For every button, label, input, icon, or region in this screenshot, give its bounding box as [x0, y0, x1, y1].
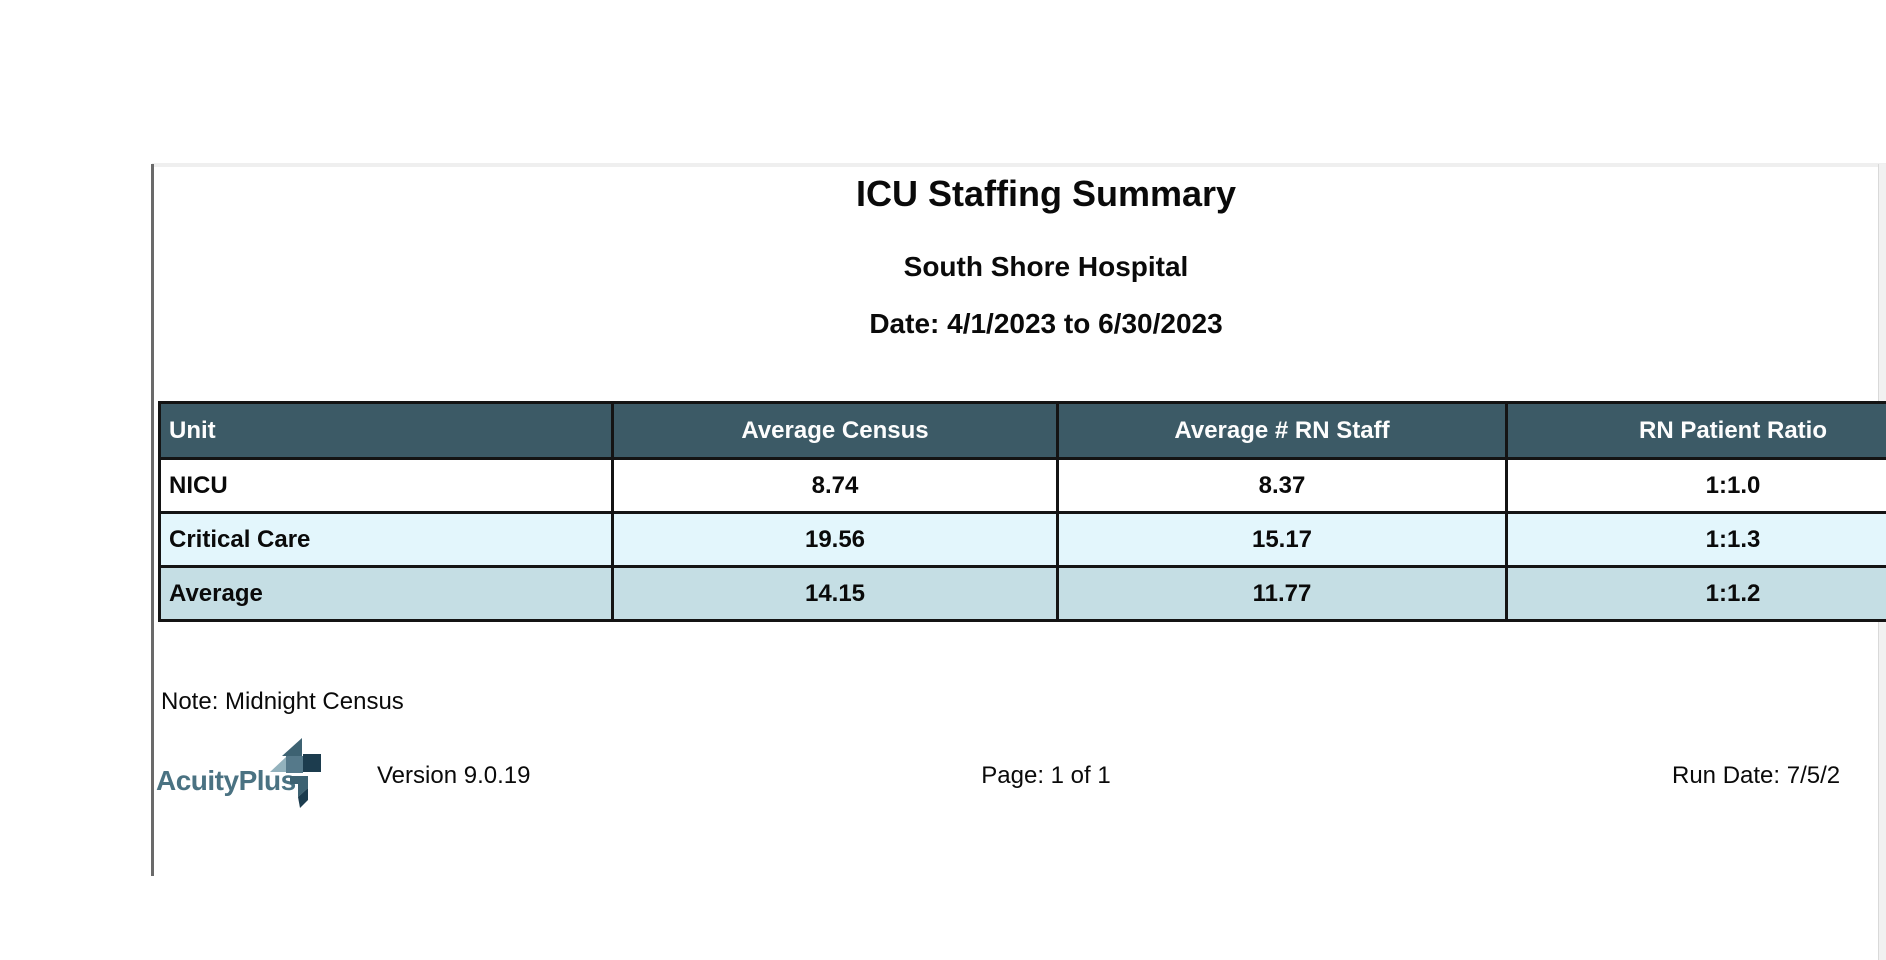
unit-cell: Critical Care: [158, 511, 614, 568]
staffing-summary-table: Unit Average Census Average # RN Staff R…: [158, 401, 1886, 622]
avg-census-cell: 8.74: [611, 457, 1059, 514]
footer-run-date: Run Date: 7/5/2: [1672, 762, 1841, 789]
footer-page-number: Page: 1 of 1: [981, 762, 1111, 789]
acuityplus-logo-icon: [270, 738, 321, 808]
page-top-edge: [152, 163, 1886, 167]
footer-version: Version 9.0.19: [377, 762, 531, 789]
avg-rn-staff-cell: 8.37: [1056, 457, 1508, 514]
page-left-border: [151, 164, 154, 876]
unit-cell: Average: [158, 565, 614, 622]
acuityplus-logo: AcuityPlus: [156, 738, 331, 808]
rn-patient-ratio-cell: 1:1.3: [1505, 511, 1886, 568]
report-title: ICU Staffing Summary: [855, 173, 1237, 214]
column-header-average-census: Average Census: [611, 401, 1059, 460]
rn-patient-ratio-cell: 1:1.0: [1505, 457, 1886, 514]
table-row-average: Average 14.15 11.77 1:1.2: [158, 565, 1886, 622]
report-note: Note: Midnight Census: [161, 688, 404, 715]
table-header-row: Unit Average Census Average # RN Staff R…: [158, 401, 1886, 460]
avg-rn-staff-cell: 11.77: [1056, 565, 1508, 622]
unit-cell: NICU: [158, 457, 614, 514]
report-date-range: Date: 4/1/2023 to 6/30/2023: [869, 308, 1223, 339]
table-row-critical-care: Critical Care 19.56 15.17 1:1.3: [158, 511, 1886, 568]
column-header-unit: Unit: [158, 401, 614, 460]
avg-census-cell: 14.15: [611, 565, 1059, 622]
table-row-nicu: NICU 8.74 8.37 1:1.0: [158, 457, 1886, 514]
avg-census-cell: 19.56: [611, 511, 1059, 568]
report-facility-name: South Shore Hospital: [903, 251, 1189, 282]
avg-rn-staff-cell: 15.17: [1056, 511, 1508, 568]
column-header-average-rn-staff: Average # RN Staff: [1056, 401, 1508, 460]
rn-patient-ratio-cell: 1:1.2: [1505, 565, 1886, 622]
column-header-rn-patient-ratio: RN Patient Ratio: [1505, 401, 1886, 460]
